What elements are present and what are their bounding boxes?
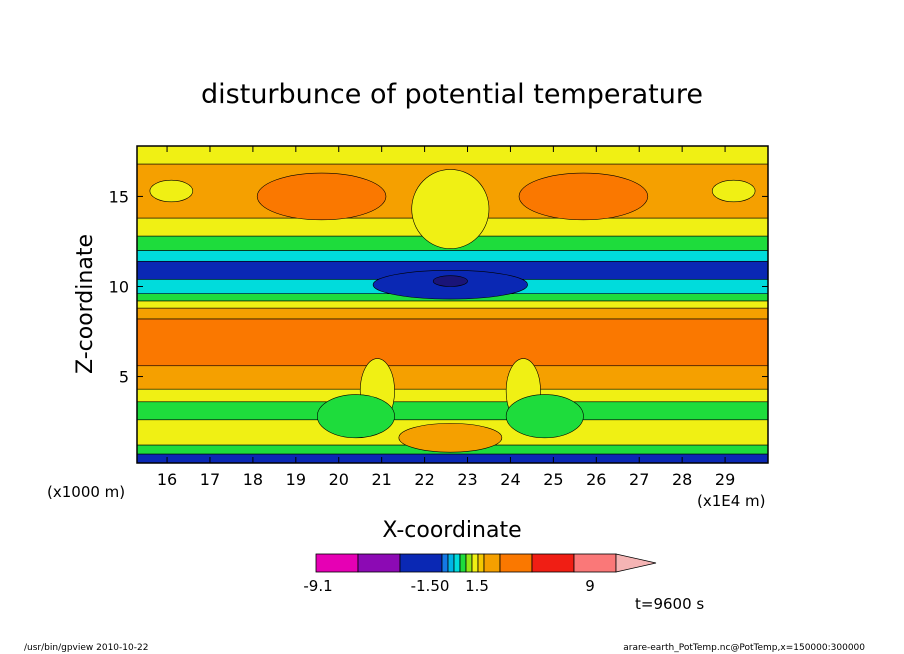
- chart-title: disturbunce of potential temperature: [201, 79, 703, 110]
- x-tick-label: 20: [329, 470, 349, 489]
- x-tick-label: 18: [243, 470, 263, 489]
- x-tick-label: 22: [414, 470, 434, 489]
- contour-feature-4: [411, 169, 490, 249]
- y-axis-ticks: 5 10 15: [109, 187, 768, 387]
- contour-band-0: [137, 453, 768, 463]
- contour-feature-6: [432, 275, 468, 287]
- contour-band-6: [137, 318, 768, 367]
- y-tick-label: 15: [109, 187, 129, 206]
- colorbar-tick-label: -1.50: [411, 577, 450, 595]
- contour-feature-10: [505, 394, 584, 439]
- contour-feature-9: [316, 394, 395, 439]
- colorbar-tick-labels: -9.1 -1.50 1.5 9: [303, 577, 594, 595]
- colorbar-arrow: [615, 553, 657, 573]
- colorbar-swatch: [499, 553, 533, 573]
- contour-feature-3: [711, 179, 756, 203]
- colorbar-swatch: [441, 553, 449, 573]
- y-axis-label: Z-coordinate: [73, 234, 98, 374]
- x-tick-label: 26: [586, 470, 606, 489]
- contour-feature-0: [256, 172, 387, 221]
- contour-band-7: [137, 307, 768, 320]
- colorbar-tick-label: 1.5: [465, 577, 489, 595]
- y-tick-label: 5: [119, 368, 129, 387]
- colorbar-swatch: [465, 553, 473, 573]
- colorbar-swatch: [477, 553, 485, 573]
- colorbar-swatch: [453, 553, 461, 573]
- x-tick-label: 29: [715, 470, 735, 489]
- contour-band-4: [137, 388, 768, 403]
- contour-features: [149, 169, 756, 453]
- colorbar: [315, 553, 657, 573]
- contour-band-5: [137, 365, 768, 390]
- x-tick-label: 28: [672, 470, 692, 489]
- x-tick-label: 27: [629, 470, 649, 489]
- colorbar-swatch: [483, 553, 501, 573]
- x-tick-label: 21: [371, 470, 391, 489]
- x-tick-label: 23: [457, 470, 477, 489]
- colorbar-swatch: [459, 553, 467, 573]
- x-tick-label: 16: [157, 470, 177, 489]
- contour-band-3: [137, 401, 768, 421]
- y-tick-label: 10: [109, 277, 129, 296]
- x-tick-label: 19: [286, 470, 306, 489]
- contour-feature-1: [518, 172, 649, 221]
- x-tick-label: 24: [500, 470, 520, 489]
- footer-left: /usr/bin/gpview 2010-10-22: [24, 643, 148, 653]
- plot-frame: [136, 145, 769, 464]
- colorbar-tick-label: 9: [585, 577, 595, 595]
- colorbar-tick-label: -9.1: [303, 577, 332, 595]
- x-tick-label: 25: [543, 470, 563, 489]
- colorbar-swatch: [447, 553, 455, 573]
- colorbar-swatch: [573, 553, 617, 573]
- contour-band-8: [137, 300, 768, 309]
- x-unit-label: (x1E4 m): [697, 492, 766, 510]
- colorbar-swatch: [315, 553, 359, 573]
- colorbar-swatch: [471, 553, 479, 573]
- x-axis-label: X-coordinate: [382, 518, 521, 543]
- x-axis-ticks: 16 17 18 19 20 21 22 23 24 25 26 27 28 29: [157, 146, 735, 489]
- contour-feature-2: [149, 179, 194, 203]
- time-label: t=9600 s: [635, 595, 704, 613]
- contour-band-16: [137, 146, 768, 165]
- x-tick-label: 17: [200, 470, 220, 489]
- contour-band-12: [137, 250, 768, 262]
- colorbar-swatch: [357, 553, 401, 573]
- colorbar-swatch: [531, 553, 575, 573]
- colorbar-swatch: [399, 553, 443, 573]
- plot-area: [137, 146, 768, 463]
- y-unit-label: (x1000 m): [47, 483, 125, 501]
- contour-feature-11: [398, 423, 503, 453]
- footer-right: arare-earth_PotTemp.nc@PotTemp,x=150000:…: [623, 643, 865, 653]
